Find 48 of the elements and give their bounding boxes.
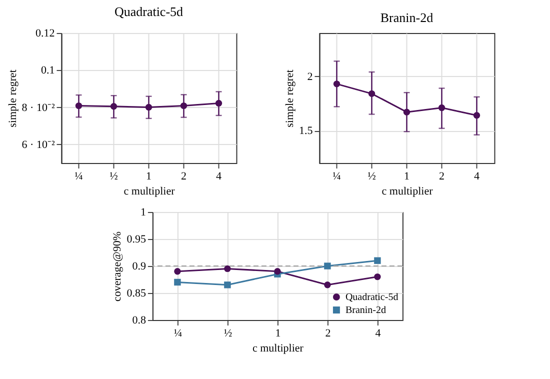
- x-tick-label: 2: [325, 328, 331, 340]
- x-axis-title: c multiplier: [124, 186, 176, 198]
- x-tick-label: ½: [368, 170, 376, 182]
- point: [374, 257, 381, 264]
- point: [368, 90, 376, 98]
- y-tick-label: 0.85: [126, 288, 146, 300]
- point: [174, 268, 181, 275]
- x-axis-title: c multiplier: [252, 342, 304, 354]
- point: [224, 265, 231, 272]
- point: [374, 273, 381, 280]
- point: [333, 80, 340, 88]
- x-tick-label: 2: [439, 170, 444, 182]
- x-tick-label: 4: [474, 170, 480, 182]
- point: [324, 262, 331, 270]
- y-tick-label: 0.95: [126, 234, 146, 246]
- chart-title: Branin-2d: [380, 10, 434, 25]
- x-tick-label: ½: [110, 170, 118, 182]
- y-tick-label: 0.12: [36, 28, 55, 40]
- y-tick-label: 0.1: [41, 64, 55, 77]
- x-tick-label: ¼: [332, 170, 341, 182]
- y-axis-title: simple regret: [6, 70, 19, 128]
- x-tick-label: 1: [275, 328, 281, 340]
- y-tick-label: 8 · 10⁻²: [22, 102, 56, 114]
- legend-label: Quadratic-5d: [345, 292, 398, 303]
- y-tick-label: 1: [140, 206, 146, 218]
- x-tick-label: 1: [404, 170, 410, 182]
- point: [403, 108, 410, 116]
- y-tick-label: 0.9: [132, 260, 146, 272]
- point: [224, 282, 231, 288]
- chart-title: Quadratic-5d: [114, 4, 184, 19]
- x-tick-label: ½: [224, 328, 232, 340]
- x-tick-label: ¼: [74, 170, 83, 182]
- x-axis-title: c multiplier: [382, 186, 434, 198]
- legend-label: Branin-2d: [345, 305, 386, 316]
- x-tick-label: 4: [216, 170, 222, 182]
- y-tick-label: 6 · 10⁻²: [22, 138, 56, 151]
- x-tick-label: 4: [375, 328, 382, 340]
- x-tick-label: ¼: [174, 328, 182, 340]
- point: [438, 104, 446, 112]
- x-tick-label: 2: [181, 170, 186, 182]
- y-axis-title: coverage@90%: [112, 232, 124, 302]
- point: [324, 282, 331, 288]
- y-tick-label: 1.5: [299, 125, 314, 137]
- point: [473, 112, 480, 119]
- point: [174, 278, 181, 286]
- y-axis-title: simple regret: [284, 70, 296, 128]
- y-tick-label: 0.8: [132, 314, 146, 326]
- point: [274, 268, 281, 275]
